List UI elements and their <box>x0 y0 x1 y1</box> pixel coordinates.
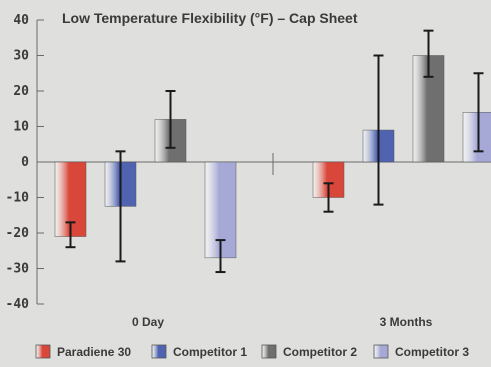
legend-label: Competitor 2 <box>283 345 357 359</box>
category-label: 0 Day <box>132 315 164 329</box>
category-labels: 0 Day 3 Months <box>132 315 433 329</box>
legend-label: Competitor 3 <box>395 345 469 359</box>
y-tick-label: 10 <box>13 120 29 135</box>
y-tick-label: 40 <box>13 13 29 28</box>
y-tick-label: 30 <box>13 49 29 64</box>
legend-label: Competitor 1 <box>173 345 247 359</box>
category-label: 3 Months <box>380 315 433 329</box>
y-tick-label: -20 <box>6 226 30 241</box>
legend-swatch <box>151 344 167 359</box>
error-bars <box>65 29 484 274</box>
legend: Paradiene 30 Competitor 1 Competitor 2 Comp… <box>35 344 469 359</box>
y-tick-label: 20 <box>13 84 29 99</box>
y-axis: 40 30 20 10 0 -10 -20 -30 -40 <box>6 13 491 312</box>
y-tick-label: -10 <box>6 191 30 206</box>
legend-swatch <box>35 344 51 359</box>
legend-label: Paradiene 30 <box>57 345 131 359</box>
legend-swatch <box>373 344 389 359</box>
chart-title: Low Temperature Flexibility (°F) – Cap S… <box>62 10 358 26</box>
bar <box>462 112 491 163</box>
y-tick-label: -30 <box>6 262 30 277</box>
y-tick-label: 0 <box>21 155 29 170</box>
legend-swatch <box>261 344 277 359</box>
y-tick-label: -40 <box>6 297 30 312</box>
